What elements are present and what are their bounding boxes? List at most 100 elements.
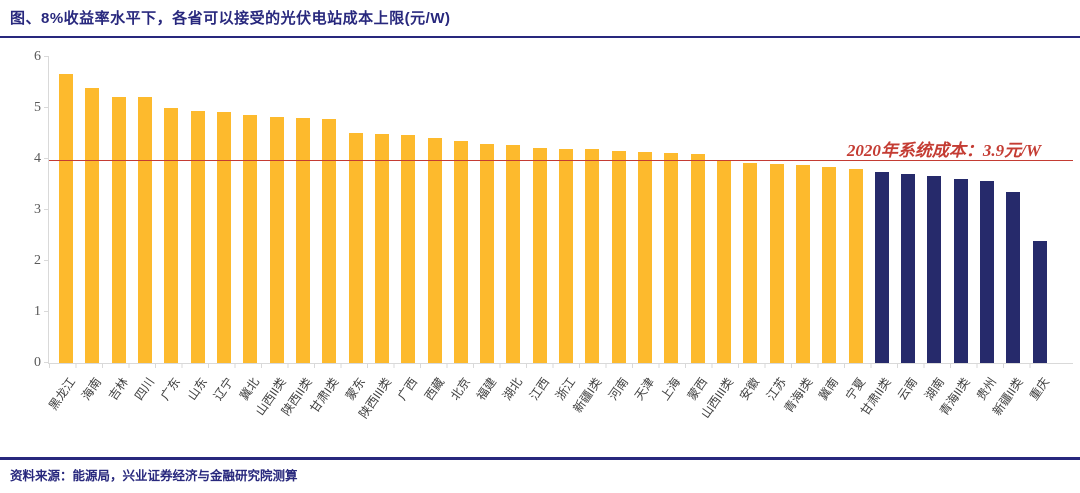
title-divider bbox=[0, 36, 1080, 38]
reference-line-label: 2020年系统成本：3.9元/W bbox=[846, 141, 1041, 161]
bar-slot bbox=[290, 117, 316, 363]
x-axis-label: 安徽 bbox=[737, 375, 763, 403]
bar-slot bbox=[53, 74, 79, 363]
y-axis-tick-label: 3 bbox=[34, 202, 41, 217]
bar-slot bbox=[79, 88, 105, 363]
x-axis-label: 湖北 bbox=[500, 375, 526, 403]
bar-浙江 bbox=[559, 148, 574, 363]
bar-山西II类 bbox=[269, 116, 284, 363]
chart-title: 图、8%收益率水平下，各省可以接受的光伏电站成本上限(元/W) bbox=[10, 10, 451, 27]
y-axis-tick-mark bbox=[44, 362, 49, 363]
x-axis-label: 北京 bbox=[447, 375, 474, 403]
x-axis-label: 广东 bbox=[158, 375, 184, 403]
bar-蒙西 bbox=[690, 154, 705, 363]
bar-slot bbox=[185, 111, 211, 363]
x-axis-label: 广西 bbox=[395, 375, 421, 403]
x-axis-label: 江西 bbox=[526, 375, 552, 403]
bar-slot bbox=[342, 132, 368, 363]
bar-广东 bbox=[164, 107, 179, 363]
bar-青海II类 bbox=[953, 179, 968, 363]
bar-slot bbox=[948, 179, 974, 363]
bar-slot bbox=[237, 114, 263, 363]
x-axis-label: 河南 bbox=[605, 375, 631, 403]
bar-slot bbox=[763, 163, 789, 363]
bar-青海I类 bbox=[795, 164, 810, 363]
x-axis-label: 山东 bbox=[184, 375, 210, 403]
bar-slot bbox=[842, 169, 868, 363]
x-axis-label: 吉林 bbox=[105, 375, 131, 403]
bar-陕西II类 bbox=[295, 117, 310, 363]
bar-吉林 bbox=[111, 97, 126, 363]
x-axis-ticks bbox=[49, 363, 1056, 368]
bar-slot bbox=[658, 153, 684, 363]
bar-天津 bbox=[638, 152, 653, 363]
bar-slot bbox=[369, 134, 395, 363]
x-axis-label: 云南 bbox=[895, 375, 921, 403]
bar-slot bbox=[579, 149, 605, 363]
bar-slot bbox=[921, 176, 947, 363]
bar-上海 bbox=[664, 153, 679, 363]
bar-新疆II类 bbox=[1006, 192, 1021, 363]
y-axis-tick-mark bbox=[44, 107, 49, 108]
bar-海南 bbox=[85, 88, 100, 363]
y-axis-tick-label: 5 bbox=[34, 100, 41, 115]
bar-四川 bbox=[138, 97, 153, 363]
bar-湖南 bbox=[927, 176, 942, 363]
x-axis-label: 上海 bbox=[658, 375, 684, 403]
x-axis-label: 重庆 bbox=[1026, 375, 1052, 403]
x-axis-label: 冀南 bbox=[816, 375, 842, 403]
bar-湖北 bbox=[506, 144, 521, 363]
bar-slot bbox=[1000, 192, 1026, 363]
bar-slot bbox=[974, 181, 1000, 363]
bar-slot bbox=[632, 152, 658, 363]
reference-line bbox=[49, 159, 1073, 162]
bar-slot bbox=[106, 97, 132, 363]
bar-slot bbox=[527, 147, 553, 363]
y-axis-tick-label: 0 bbox=[34, 355, 41, 370]
bar-冀南 bbox=[822, 166, 837, 363]
x-axis-labels: 黑龙江 海南 吉林 四川 广东 山东 辽宁 冀北 山西II类 陕西II类 甘肃I类 蒙东 陕西III类广… bbox=[46, 368, 1052, 468]
x-axis-label: 西藏 bbox=[421, 375, 447, 403]
bar-slot bbox=[474, 144, 500, 363]
footer-divider bbox=[0, 457, 1080, 460]
bar-slot bbox=[264, 116, 290, 363]
bar-slot bbox=[606, 151, 632, 363]
bar-冀北 bbox=[243, 114, 258, 363]
bar-slot bbox=[500, 144, 526, 363]
bar-slot bbox=[737, 163, 763, 363]
bar-slot bbox=[211, 112, 237, 363]
y-axis-tick-label: 1 bbox=[34, 304, 41, 319]
bar-slot bbox=[553, 148, 579, 363]
x-axis-label: 四川 bbox=[131, 375, 158, 403]
bar-slot bbox=[421, 138, 447, 363]
plot-area: 2020年系统成本：3.9元/W 0 1 2 3 4 5 6 bbox=[34, 50, 1073, 370]
bar-新疆I类 bbox=[585, 149, 600, 363]
bar-河南 bbox=[611, 151, 626, 363]
bar-slot bbox=[711, 161, 737, 363]
x-axis-label: 天津 bbox=[631, 375, 658, 403]
bar-slot bbox=[685, 154, 711, 363]
source-note: 资料来源：能源局，兴业证券经济与金融研究院测算 bbox=[10, 469, 298, 483]
y-axis-tick-mark bbox=[44, 209, 49, 210]
y-axis-tick-mark bbox=[44, 56, 49, 57]
y-axis-tick-mark bbox=[44, 158, 49, 159]
x-axis-label: 黑龙江 bbox=[46, 375, 79, 413]
bar-slot bbox=[1027, 240, 1053, 363]
y-axis-tick-mark bbox=[44, 260, 49, 261]
bar-甘肃II类 bbox=[874, 172, 889, 363]
bar-蒙东 bbox=[348, 132, 363, 363]
bar-辽宁 bbox=[217, 112, 232, 363]
bar-slot bbox=[448, 141, 474, 363]
bar-slot bbox=[132, 97, 158, 363]
bar-云南 bbox=[901, 174, 916, 363]
bar-slot bbox=[316, 119, 342, 363]
bar-slot bbox=[158, 107, 184, 363]
bar-贵州 bbox=[980, 181, 995, 363]
bar-重庆 bbox=[1032, 240, 1047, 363]
y-axis-tick-mark bbox=[44, 311, 49, 312]
bar-福建 bbox=[480, 144, 495, 363]
bar-江苏 bbox=[769, 163, 784, 363]
y-axis-tick-label: 4 bbox=[34, 151, 41, 166]
bar-广西 bbox=[401, 135, 416, 363]
